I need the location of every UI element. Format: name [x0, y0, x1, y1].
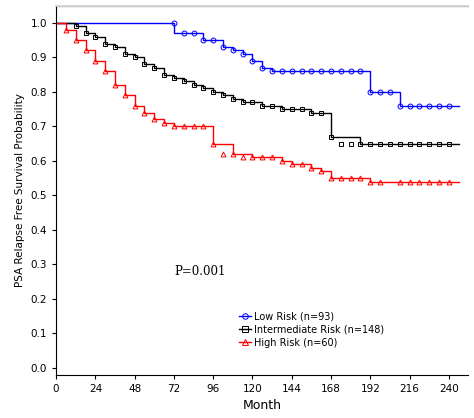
Text: P=0.001: P=0.001	[174, 265, 225, 278]
Y-axis label: PSA Relapse Free Survival Probability: PSA Relapse Free Survival Probability	[15, 93, 25, 287]
X-axis label: Month: Month	[243, 400, 282, 413]
Legend: Low Risk (n=93), Intermediate Risk (n=148), High Risk (n=60): Low Risk (n=93), Intermediate Risk (n=14…	[235, 308, 389, 352]
